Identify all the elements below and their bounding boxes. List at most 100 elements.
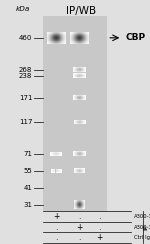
Bar	[46, 41, 47, 42]
Bar	[60, 39, 61, 40]
Bar	[70, 35, 71, 36]
Bar	[73, 37, 74, 38]
Bar	[77, 208, 78, 209]
Bar	[54, 36, 55, 37]
Bar	[63, 37, 64, 38]
Text: 71: 71	[23, 151, 32, 157]
Text: Ctrl IgG: Ctrl IgG	[134, 235, 150, 240]
Bar	[47, 34, 48, 35]
Bar	[81, 36, 82, 37]
Bar	[60, 42, 61, 43]
Bar	[79, 40, 80, 41]
Bar	[60, 32, 61, 33]
Bar	[77, 42, 78, 43]
Bar	[86, 43, 87, 44]
Bar	[74, 207, 75, 208]
Bar	[50, 34, 51, 35]
Bar	[53, 41, 54, 42]
Bar	[85, 33, 86, 34]
Bar	[71, 39, 72, 40]
Text: +: +	[53, 212, 59, 221]
Bar	[78, 200, 79, 201]
Bar	[85, 35, 86, 36]
Bar	[82, 207, 83, 208]
Bar	[53, 35, 54, 36]
Bar	[87, 37, 88, 38]
Bar	[77, 40, 78, 41]
Bar	[56, 43, 57, 44]
Bar	[80, 43, 81, 44]
Bar	[76, 32, 77, 33]
Bar	[77, 202, 78, 203]
Bar	[51, 34, 52, 35]
Bar	[81, 200, 82, 201]
Bar	[79, 200, 80, 201]
Bar	[77, 34, 78, 35]
Bar	[54, 32, 55, 33]
Text: CBP: CBP	[125, 33, 145, 42]
Text: .: .	[55, 223, 57, 232]
Bar	[80, 32, 81, 33]
Bar	[71, 33, 72, 34]
Bar	[87, 35, 88, 36]
Bar	[65, 42, 66, 43]
Bar	[85, 34, 86, 35]
Text: 171: 171	[19, 95, 32, 101]
Bar	[79, 34, 80, 35]
Bar	[49, 36, 50, 37]
Bar	[82, 42, 83, 43]
Bar	[59, 39, 60, 40]
Bar	[70, 36, 71, 37]
Bar	[79, 207, 80, 208]
Bar	[71, 35, 72, 36]
Bar	[49, 32, 50, 33]
Bar	[61, 36, 62, 37]
Bar	[82, 38, 83, 39]
Bar	[83, 34, 84, 35]
Bar	[73, 35, 74, 36]
Bar	[82, 202, 83, 203]
Bar	[77, 35, 78, 36]
Bar	[78, 42, 79, 43]
Bar	[59, 37, 60, 38]
Bar	[46, 35, 47, 36]
Bar	[61, 39, 62, 40]
Bar	[48, 33, 49, 34]
Bar	[55, 42, 56, 43]
Text: 238: 238	[19, 73, 32, 79]
Bar	[82, 37, 83, 38]
Bar	[84, 39, 85, 40]
Bar	[75, 204, 76, 205]
Bar	[64, 37, 65, 38]
Bar	[54, 40, 55, 41]
Bar	[85, 38, 86, 39]
Bar	[63, 36, 64, 37]
Bar	[80, 38, 81, 39]
Bar	[65, 33, 66, 34]
Bar	[62, 35, 63, 36]
Bar	[82, 33, 83, 34]
Bar	[64, 42, 65, 43]
Bar	[84, 200, 85, 201]
Bar	[76, 36, 77, 37]
Bar	[54, 42, 55, 43]
Bar	[63, 32, 64, 33]
Bar	[63, 41, 64, 42]
Bar	[80, 203, 81, 204]
Bar	[48, 41, 49, 42]
Bar	[64, 40, 65, 41]
Bar	[81, 204, 82, 205]
Bar	[79, 208, 80, 209]
Bar	[87, 42, 88, 43]
Bar	[84, 42, 85, 43]
Bar	[80, 34, 81, 35]
Bar	[51, 43, 52, 44]
Bar	[84, 32, 85, 33]
Bar	[49, 39, 50, 40]
Bar	[47, 33, 48, 34]
Bar	[83, 205, 84, 206]
Bar	[74, 206, 75, 207]
Bar	[54, 37, 55, 38]
Bar	[74, 38, 75, 39]
Bar	[82, 36, 83, 37]
